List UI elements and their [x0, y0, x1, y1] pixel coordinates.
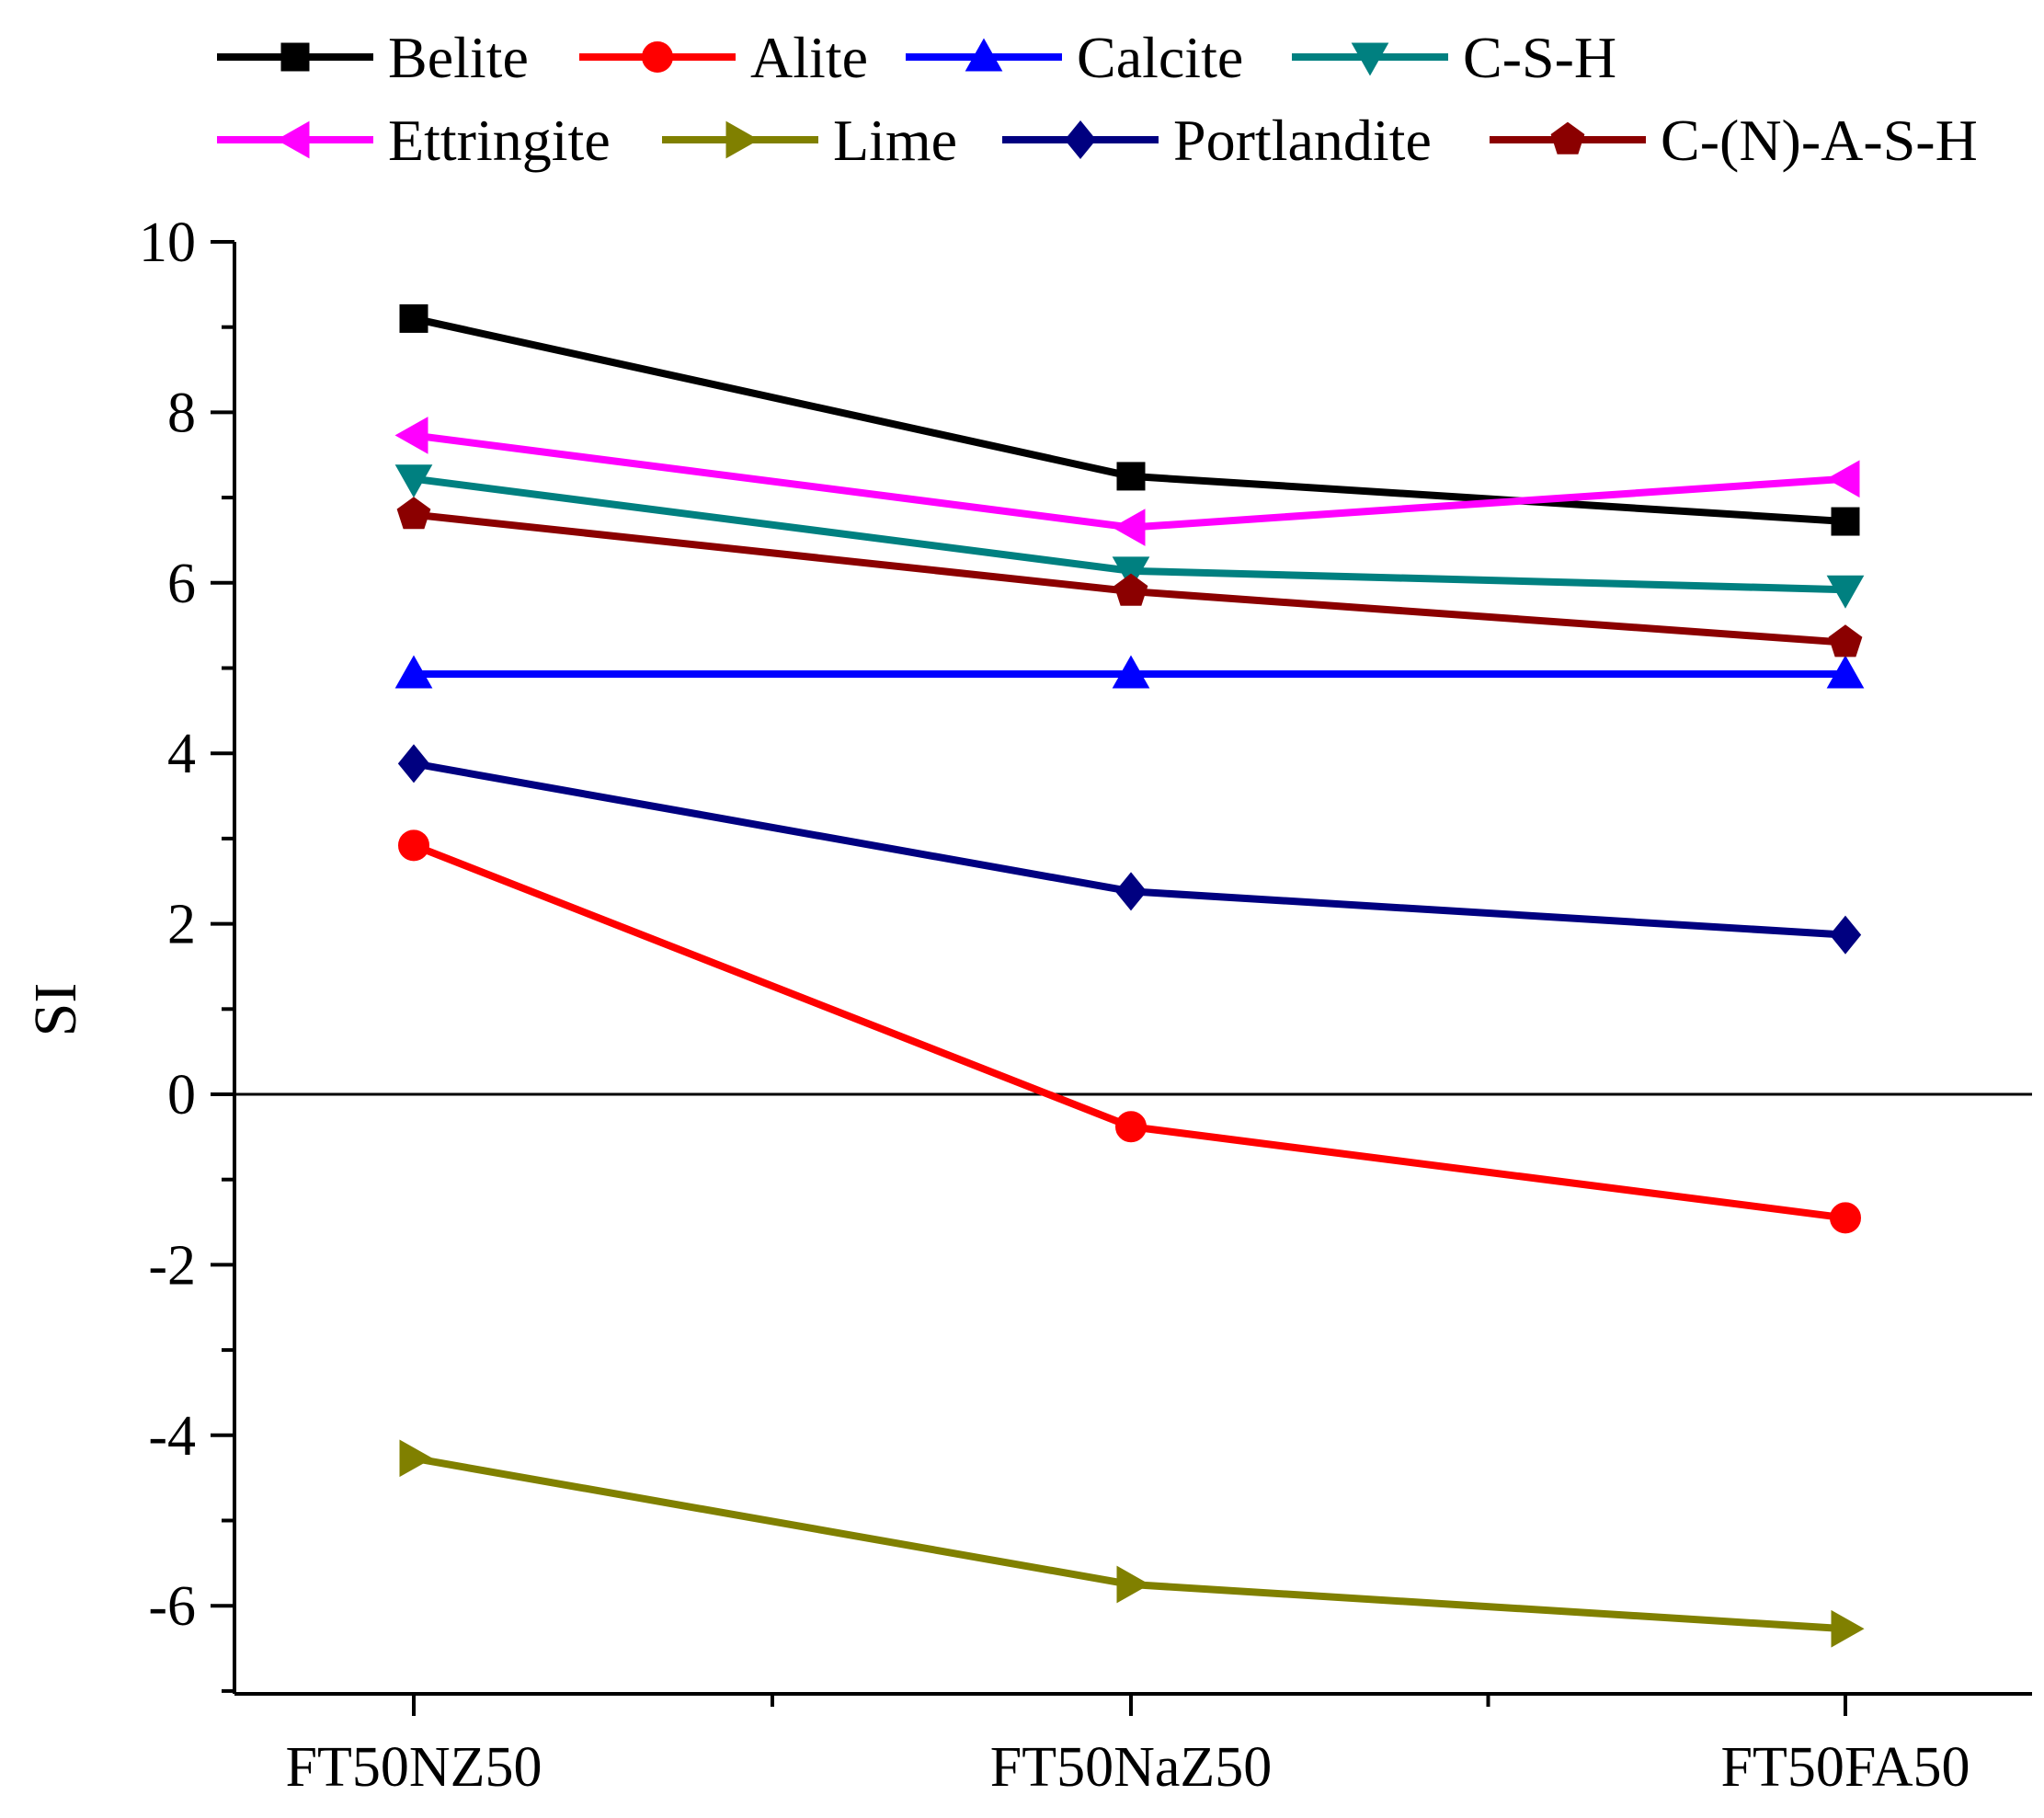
legend-label: Belite: [388, 25, 529, 90]
data-point: [1828, 624, 1863, 657]
y-ticks: -6 -4 -2 0 2 4 6 8 10: [139, 212, 234, 1693]
x-ticks: FT50NZ50 FT50NaZ50 FT50FA50: [286, 1694, 1970, 1799]
legend-item: Alite: [579, 25, 868, 90]
y-tick-label: -4: [148, 1405, 196, 1468]
data-point: [1826, 575, 1865, 609]
data-point: [1113, 573, 1148, 606]
data-point: [1116, 1565, 1150, 1604]
legend-marker: [1550, 121, 1585, 154]
series-line: [413, 1454, 1846, 1633]
y-tick-label: 2: [167, 894, 196, 956]
data-point: [1831, 1609, 1865, 1648]
data-point: [1826, 655, 1865, 689]
x-tick-label: FT50FA50: [1720, 1736, 1970, 1799]
legend: Belite Alite Calcite C-S-H Ettringite Lime Por…: [217, 25, 1978, 173]
legend-marker: [642, 41, 673, 73]
data-point: [394, 464, 433, 498]
series-portlandite: [397, 744, 1862, 955]
legend-item: Portlandite: [1002, 108, 1432, 173]
data-point: [397, 744, 430, 783]
x-tick-label: FT50NaZ50: [990, 1736, 1273, 1799]
series-c-s-h: [394, 464, 1865, 609]
data-point: [1115, 1111, 1147, 1143]
legend-marker: [280, 42, 310, 72]
legend-label: C-S-H: [1463, 25, 1616, 90]
data-point: [396, 497, 431, 530]
series-layer: [394, 303, 1865, 1648]
series-line: [413, 760, 1846, 939]
legend-label: Alite: [750, 25, 868, 90]
legend-label: Calcite: [1077, 25, 1243, 90]
data-point: [1831, 507, 1860, 536]
data-point: [1112, 556, 1150, 590]
y-tick-label: 8: [167, 382, 196, 444]
legend-marker: [1064, 120, 1097, 160]
legend-label: C-(N)-A-S-H: [1661, 108, 1978, 173]
data-point: [1112, 655, 1150, 689]
x-tick-label: FT50NZ50: [286, 1736, 542, 1799]
data-point: [398, 829, 429, 862]
legend-item: C-(N)-A-S-H: [1490, 108, 1978, 173]
series-alite: [398, 829, 1861, 1234]
series-ettringite: [394, 417, 1860, 546]
y-axis-title: SI: [22, 983, 89, 1037]
legend-marker: [1351, 42, 1389, 76]
data-point: [1829, 915, 1862, 955]
legend-item: Lime: [662, 108, 957, 173]
y-tick-label: 0: [167, 1064, 196, 1126]
legend-item: Ettringite: [217, 108, 611, 173]
data-point: [1830, 1202, 1861, 1234]
legend-label: Lime: [833, 108, 957, 173]
legend-marker: [276, 120, 310, 159]
y-tick-label: -6: [148, 1575, 196, 1638]
legend-item: Belite: [217, 25, 529, 90]
legend-item: C-S-H: [1292, 25, 1616, 90]
y-tick-label: -2: [148, 1234, 196, 1297]
legend-label: Ettringite: [388, 108, 611, 173]
series-calcite: [394, 655, 1865, 689]
y-tick-label: 6: [167, 553, 196, 615]
plot-area: -6 -4 -2 0 2 4 6 8 10 FT50NZ50 FT50NaZ50 FT50FA50: [139, 212, 2032, 1799]
series-c-n-a-s-h: [396, 497, 1863, 657]
series-lime: [399, 1439, 1865, 1648]
series-belite: [399, 303, 1860, 536]
data-point: [399, 1439, 433, 1478]
data-point: [1112, 509, 1146, 546]
data-point: [394, 417, 428, 454]
legend-item: Calcite: [906, 25, 1243, 90]
y-tick-label: 4: [167, 723, 196, 785]
data-point: [399, 303, 428, 333]
data-point: [1826, 460, 1860, 498]
legend-marker: [725, 120, 759, 159]
data-point: [1114, 872, 1148, 911]
data-point: [1116, 462, 1146, 491]
data-point: [394, 655, 433, 689]
legend-marker: [965, 38, 1003, 72]
y-tick-label: 10: [139, 212, 196, 274]
legend-label: Portlandite: [1173, 108, 1432, 173]
